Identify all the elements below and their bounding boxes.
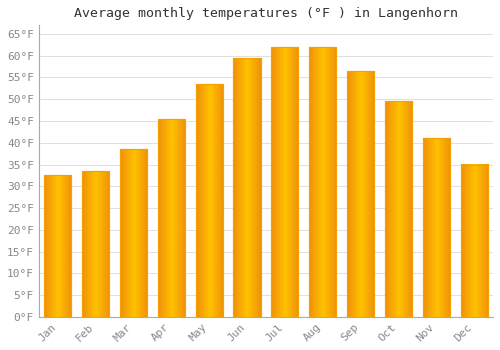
Title: Average monthly temperatures (°F ) in Langenhorn: Average monthly temperatures (°F ) in La… <box>74 7 458 20</box>
Bar <box>196 84 223 317</box>
Bar <box>309 47 336 317</box>
Bar <box>460 164 488 317</box>
Bar <box>196 84 223 317</box>
Bar <box>120 149 147 317</box>
Bar <box>385 102 412 317</box>
Bar <box>347 71 374 317</box>
Bar <box>158 119 185 317</box>
Bar <box>385 102 412 317</box>
Bar <box>234 58 260 317</box>
Bar <box>271 47 298 317</box>
Bar <box>82 171 109 317</box>
Bar <box>309 47 336 317</box>
Bar <box>82 171 109 317</box>
Bar <box>44 175 72 317</box>
Bar <box>234 58 260 317</box>
Bar <box>422 138 450 317</box>
Bar <box>158 119 185 317</box>
Bar <box>347 71 374 317</box>
Bar <box>271 47 298 317</box>
Bar <box>44 175 72 317</box>
Bar <box>120 149 147 317</box>
Bar <box>422 138 450 317</box>
Bar <box>460 164 488 317</box>
